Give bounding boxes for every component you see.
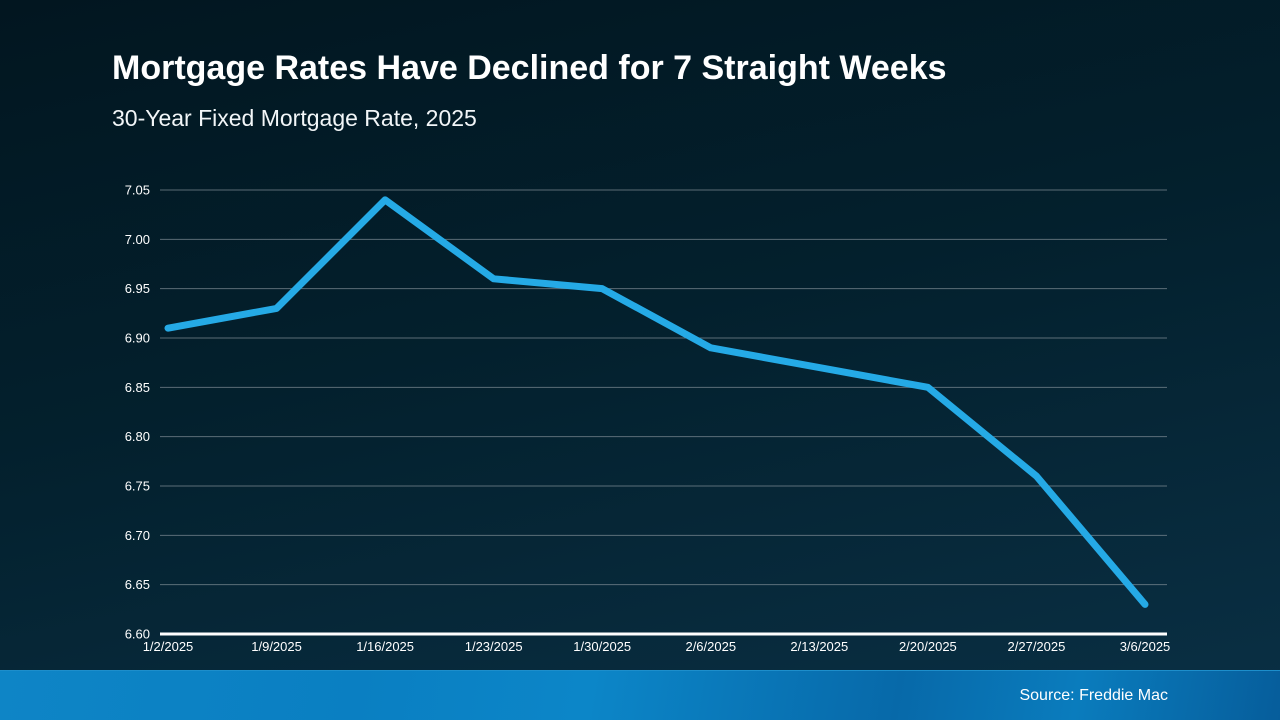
- footer-bar: Source: Freddie Mac: [0, 670, 1280, 720]
- x-tick-label: 2/20/2025: [899, 639, 957, 654]
- y-tick-label: 6.95: [125, 281, 150, 296]
- y-tick-label: 6.60: [125, 627, 150, 642]
- x-tick-label: 1/2/2025: [143, 639, 194, 654]
- y-tick-label: 7.05: [125, 183, 150, 198]
- x-tick-label: 2/6/2025: [685, 639, 736, 654]
- y-tick-label: 6.75: [125, 479, 150, 494]
- rate-line: [164, 196, 1149, 608]
- chart-subtitle: 30-Year Fixed Mortgage Rate, 2025: [112, 105, 477, 132]
- y-tick-label: 6.85: [125, 380, 150, 395]
- x-tick-label: 1/9/2025: [251, 639, 302, 654]
- x-tick-label: 1/30/2025: [573, 639, 631, 654]
- x-tick-label: 2/27/2025: [1008, 639, 1066, 654]
- x-tick-label: 2/13/2025: [790, 639, 848, 654]
- y-tick-label: 6.90: [125, 331, 150, 346]
- y-tick-label: 6.80: [125, 429, 150, 444]
- x-tick-label: 1/16/2025: [356, 639, 414, 654]
- y-tick-label: 7.00: [125, 232, 150, 247]
- chart-title: Mortgage Rates Have Declined for 7 Strai…: [112, 49, 947, 87]
- y-tick-label: 6.65: [125, 577, 150, 592]
- y-tick-label: 6.70: [125, 528, 150, 543]
- source-credit: Source: Freddie Mac: [1019, 686, 1168, 704]
- chart-header: Mortgage Rates Have Declined for 7 Strai…: [112, 49, 947, 132]
- x-tick-label: 1/23/2025: [465, 639, 523, 654]
- mortgage-rate-line-chart: 6.60 6.65 6.70 6.75 6.80 6.85 6.90 6.95 7.00 7.05…: [125, 183, 1171, 655]
- x-tick-label: 3/6/2025: [1120, 639, 1171, 654]
